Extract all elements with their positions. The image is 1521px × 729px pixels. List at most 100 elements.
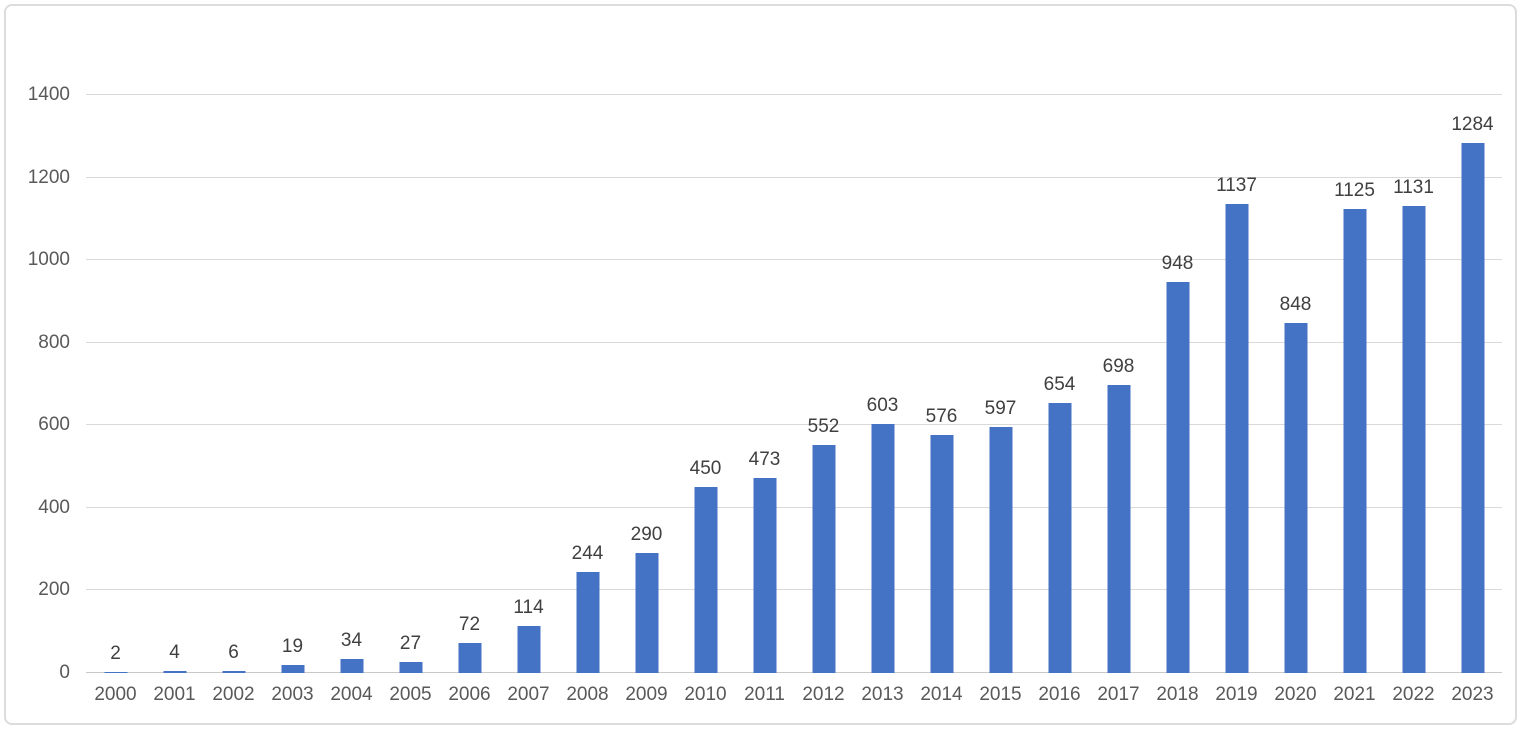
y-tick-label: 400 <box>38 496 70 518</box>
data-label: 114 <box>513 596 544 618</box>
chart-column: 473 2011 <box>735 95 794 705</box>
bar <box>1402 206 1425 673</box>
chart-column: 2 2000 <box>86 95 145 705</box>
gridline <box>86 506 1502 508</box>
data-label: 6 <box>228 641 239 663</box>
bar <box>1461 142 1484 673</box>
bar <box>694 487 717 673</box>
bar <box>1166 281 1189 673</box>
data-label: 552 <box>807 416 840 438</box>
data-label: 19 <box>281 636 304 658</box>
chart-column: 6 2002 <box>204 95 263 705</box>
x-tick-label: 2011 <box>744 684 785 705</box>
chart-column: 654 2016 <box>1030 95 1089 705</box>
bar <box>458 643 481 673</box>
chart-column: 4 2001 <box>145 95 204 705</box>
x-tick-label: 2023 <box>1451 684 1494 705</box>
bar <box>1107 384 1130 673</box>
data-label: 2 <box>110 643 121 665</box>
data-label: 597 <box>984 397 1017 419</box>
bar <box>399 661 422 673</box>
data-label: 576 <box>925 406 958 428</box>
x-tick-label: 2004 <box>330 684 373 705</box>
data-label: 848 <box>1279 293 1312 315</box>
data-label: 473 <box>748 448 781 470</box>
bar <box>281 665 304 673</box>
chart-column: 290 2009 <box>617 95 676 705</box>
y-tick-label: 200 <box>38 579 70 601</box>
x-tick-label: 2013 <box>861 684 904 705</box>
bar <box>989 426 1012 673</box>
y-tick-label: 600 <box>38 414 70 436</box>
bar <box>635 553 658 673</box>
x-tick-label: 2015 <box>979 684 1022 705</box>
x-tick-label: 2002 <box>212 684 255 705</box>
data-label: 27 <box>399 632 422 654</box>
data-label: 1284 <box>1451 113 1494 135</box>
x-tick-label: 2007 <box>507 684 550 705</box>
x-tick-label: 2008 <box>566 684 609 705</box>
bar <box>1225 203 1248 673</box>
x-tick-label: 2019 <box>1215 684 1258 705</box>
x-tick-label: 2000 <box>94 684 137 705</box>
chart-column: 1137 2019 <box>1207 95 1266 705</box>
bar <box>1343 208 1366 673</box>
chart-column: 1131 2022 <box>1384 95 1443 705</box>
gridline <box>86 176 1502 178</box>
x-tick-label: 2017 <box>1097 684 1140 705</box>
gridline <box>86 341 1502 343</box>
chart-column: 34 2004 <box>322 95 381 705</box>
chart-column: 19 2003 <box>263 95 322 705</box>
chart-column: 552 2012 <box>794 95 853 705</box>
y-tick-label: 800 <box>38 331 70 353</box>
chart-column: 698 2017 <box>1089 95 1148 705</box>
data-label: 1125 <box>1334 179 1375 201</box>
data-label: 1137 <box>1216 174 1257 196</box>
y-tick-label: 1400 <box>27 84 70 105</box>
bar <box>753 477 776 673</box>
chart-column: 597 2015 <box>971 95 1030 705</box>
chart-column: 603 2013 <box>853 95 912 705</box>
data-label: 603 <box>866 395 899 417</box>
bar <box>340 658 363 673</box>
x-tick-label: 2020 <box>1274 684 1317 705</box>
gridline <box>86 259 1502 261</box>
x-axis-line <box>86 672 1502 673</box>
x-tick-label: 2009 <box>625 684 668 705</box>
data-label: 1131 <box>1393 177 1434 199</box>
y-tick-label: 1000 <box>27 249 70 271</box>
x-tick-label: 2001 <box>153 684 196 705</box>
x-tick-label: 2006 <box>448 684 491 705</box>
plot-area: 0 200 400 600 800 1000 1200 1400 2 2000 4 2001 6 2002… <box>28 84 1502 705</box>
bar <box>1048 403 1071 673</box>
chart-column: 848 2020 <box>1266 95 1325 705</box>
bar <box>517 625 540 673</box>
data-label: 290 <box>630 524 663 546</box>
data-label: 450 <box>689 458 722 480</box>
data-label: 244 <box>571 543 604 565</box>
x-tick-label: 2022 <box>1392 684 1435 705</box>
bar <box>930 435 953 673</box>
bar <box>104 672 127 673</box>
chart-column: 576 2014 <box>912 95 971 705</box>
chart-column: 114 2007 <box>499 95 558 705</box>
bar <box>163 671 186 673</box>
x-tick-label: 2003 <box>271 684 314 705</box>
x-tick-label: 2021 <box>1333 684 1376 705</box>
gridline <box>86 424 1502 426</box>
chart-column: 27 2005 <box>381 95 440 705</box>
chart-column: 244 2008 <box>558 95 617 705</box>
chart-column: 450 2010 <box>676 95 735 705</box>
bar-series: 2 2000 4 2001 6 2002 19 2003 34 2004 27 2005 72 2006 1… <box>86 95 1502 705</box>
chart-column: 1125 2021 <box>1325 95 1384 705</box>
gridline <box>86 94 1502 95</box>
chart-column: 948 2018 <box>1148 95 1207 705</box>
chart-column: 72 2006 <box>440 95 499 705</box>
bar <box>871 424 894 673</box>
bar <box>1284 322 1307 673</box>
chart-column: 1284 2023 <box>1443 95 1502 705</box>
data-label: 698 <box>1102 355 1135 377</box>
x-tick-label: 2005 <box>389 684 432 705</box>
x-tick-label: 2012 <box>802 684 845 705</box>
